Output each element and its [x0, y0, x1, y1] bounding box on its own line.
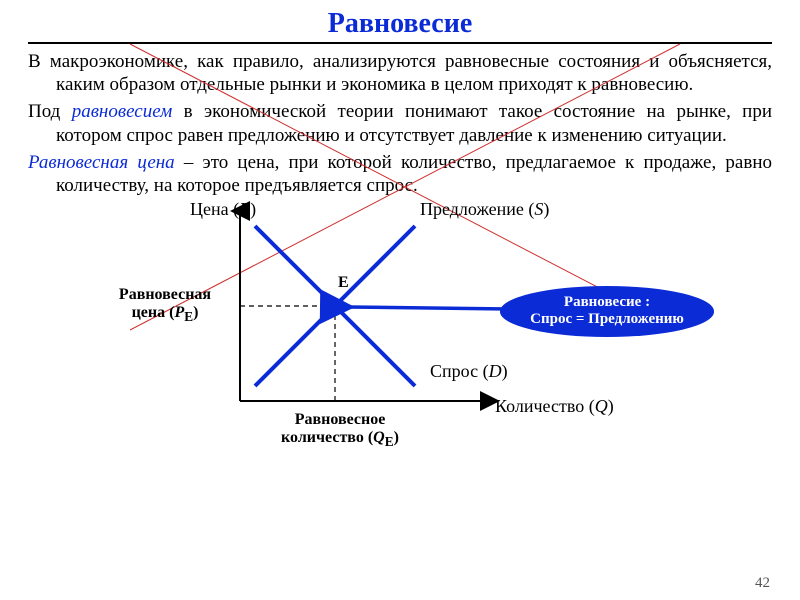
slide: Равновесие В макроэкономике, как правило…: [0, 0, 800, 600]
callout-arrow: [348, 307, 510, 309]
title-rule: [28, 42, 772, 44]
equilibrium-callout: Равновесие : Спрос = Предложению: [500, 286, 714, 337]
slide-title: Равновесие: [28, 8, 772, 40]
eq-qty-label: Равновесноеколичество (QE): [250, 411, 430, 450]
callout-line-2: Спрос = Предложению: [530, 311, 684, 327]
supply-label: Предложение (S): [420, 199, 549, 220]
p3-keyword: Равновесная цена: [28, 152, 175, 173]
equilibrium-chart: Цена (P) Предложение (S) Спрос (D) Колич…: [80, 201, 720, 459]
page-number: 42: [755, 575, 770, 592]
equilibrium-point: [330, 301, 340, 311]
eq-marker-label: E: [338, 274, 349, 292]
para-eq-price-def: Равновесная цена – это цена, при которой…: [28, 151, 772, 197]
p2-lead: Под: [28, 101, 72, 122]
para-intro: В макроэкономике, как правило, анализиру…: [28, 50, 772, 96]
x-axis-label: Количество (Q): [495, 396, 614, 417]
para-equilibrium-def: Под равновесием в экономической теории п…: [28, 100, 772, 146]
callout-line-1: Равновесие :: [564, 294, 650, 310]
y-axis-label: Цена (P): [190, 199, 256, 220]
eq-price-label: Равновеснаяцена (PE): [100, 286, 230, 325]
p2-keyword: равновесием: [72, 101, 173, 122]
demand-label: Спрос (D): [430, 361, 508, 382]
